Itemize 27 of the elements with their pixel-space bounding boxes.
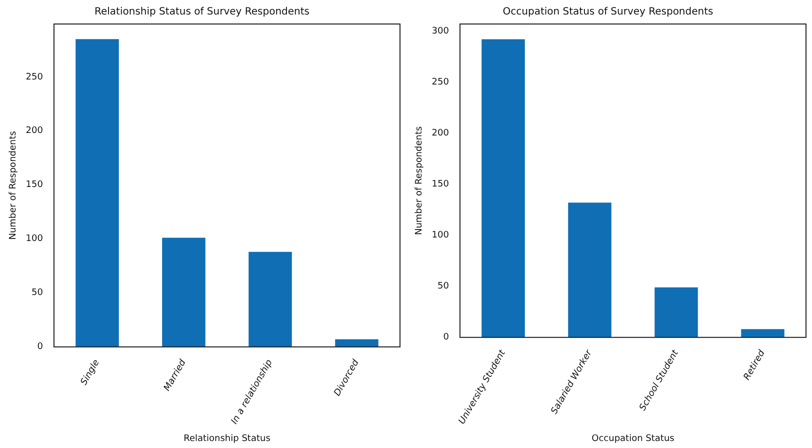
y-tick-label: 150 [432, 180, 450, 190]
y-tick-label: 100 [432, 230, 450, 241]
bar [76, 39, 119, 347]
bar [335, 339, 378, 347]
y-tick-label: 200 [432, 128, 450, 139]
bar [654, 287, 698, 338]
y-tick-label: 150 [26, 180, 44, 190]
bar [248, 252, 292, 347]
bar [162, 238, 206, 347]
y-tick-label: 200 [26, 126, 44, 136]
bar [482, 39, 525, 338]
x-axis-title: Relationship Status [184, 434, 271, 444]
bar [741, 329, 784, 338]
x-axis-title: Occupation Status [592, 434, 675, 444]
y-tick-label: 100 [26, 234, 44, 244]
y-tick-label: 50 [32, 288, 44, 298]
chart-title: Occupation Status of Survey Respondents [502, 6, 714, 18]
bar [568, 202, 612, 338]
y-tick-label: 0 [443, 332, 450, 343]
chart-title: Relationship Status of Survey Respondents [94, 6, 310, 18]
y-axis-title: Number of Respondents [414, 126, 425, 236]
y-tick-label: 50 [438, 282, 450, 292]
y-tick-label: 0 [37, 342, 44, 352]
y-tick-label: 300 [432, 26, 450, 36]
y-axis-title: Number of Respondents [8, 130, 19, 240]
y-tick-label: 250 [432, 78, 450, 88]
y-tick-label: 250 [26, 72, 44, 82]
